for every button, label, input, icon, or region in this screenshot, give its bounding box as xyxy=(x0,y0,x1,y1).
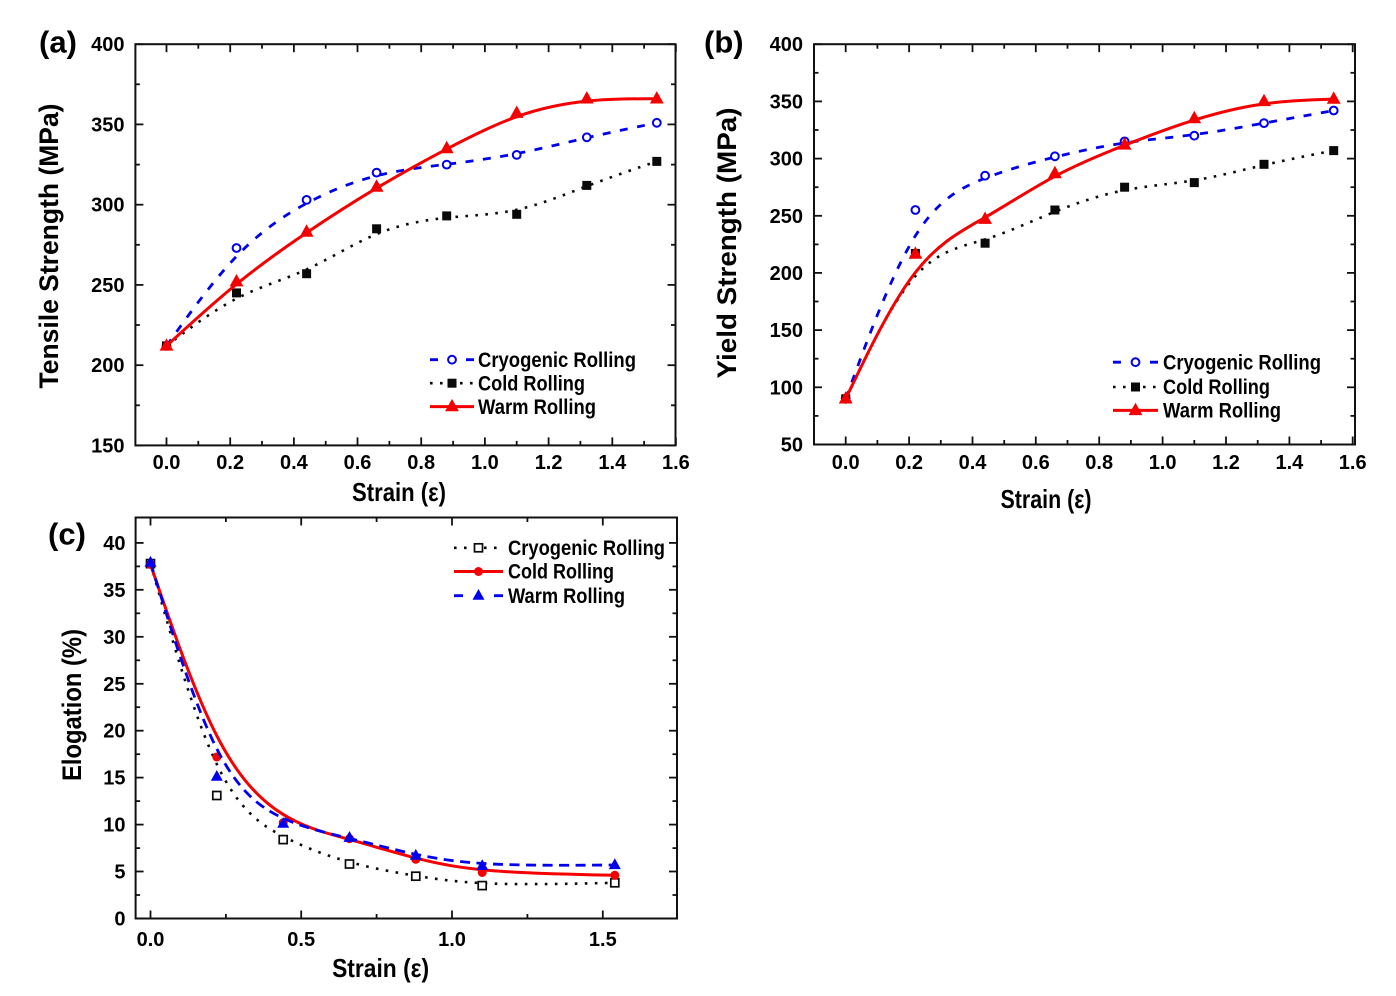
svg-text:Yield Strength (MPa): Yield Strength (MPa) xyxy=(712,108,742,379)
svg-text:25: 25 xyxy=(103,674,125,696)
svg-text:30: 30 xyxy=(103,627,125,649)
svg-text:Cryogenic Rolling: Cryogenic Rolling xyxy=(1163,352,1321,375)
svg-text:150: 150 xyxy=(91,435,124,457)
svg-text:0.2: 0.2 xyxy=(216,452,244,474)
svg-text:Cryogenic Rolling: Cryogenic Rolling xyxy=(508,537,665,560)
svg-text:40: 40 xyxy=(103,533,125,555)
svg-text:1.0: 1.0 xyxy=(438,929,466,951)
svg-text:300: 300 xyxy=(770,149,803,171)
svg-text:0.5: 0.5 xyxy=(287,929,315,951)
svg-text:1.4: 1.4 xyxy=(598,452,627,474)
svg-text:400: 400 xyxy=(770,34,803,56)
svg-text:15: 15 xyxy=(103,768,125,790)
svg-text:250: 250 xyxy=(770,206,803,228)
svg-text:50: 50 xyxy=(781,435,803,457)
svg-text:1.6: 1.6 xyxy=(1339,452,1367,474)
svg-text:1.4: 1.4 xyxy=(1275,452,1304,474)
svg-text:Tensile Strength (MPa): Tensile Strength (MPa) xyxy=(34,104,64,389)
svg-text:0.6: 0.6 xyxy=(344,452,372,474)
svg-text:10: 10 xyxy=(103,815,125,837)
svg-text:Warm Rolling: Warm Rolling xyxy=(508,585,625,608)
svg-text:150: 150 xyxy=(770,320,803,342)
svg-text:250: 250 xyxy=(91,275,124,297)
svg-text:Cold Rolling: Cold Rolling xyxy=(1163,376,1270,399)
svg-text:Cold Rolling: Cold Rolling xyxy=(478,373,585,396)
svg-text:350: 350 xyxy=(770,91,803,113)
svg-text:(c): (c) xyxy=(48,516,86,551)
svg-text:1.2: 1.2 xyxy=(535,452,563,474)
svg-text:(b): (b) xyxy=(704,24,744,59)
svg-text:Strain (ε): Strain (ε) xyxy=(352,477,446,507)
svg-text:400: 400 xyxy=(91,34,124,56)
svg-text:200: 200 xyxy=(770,263,803,285)
svg-text:Cryogenic Rolling: Cryogenic Rolling xyxy=(478,349,636,372)
svg-text:100: 100 xyxy=(770,377,803,399)
svg-text:0: 0 xyxy=(114,909,125,931)
svg-text:300: 300 xyxy=(91,195,124,217)
svg-text:Strain (ε): Strain (ε) xyxy=(332,953,429,983)
svg-text:0.8: 0.8 xyxy=(407,452,435,474)
svg-text:0.0: 0.0 xyxy=(153,452,181,474)
svg-text:1.6: 1.6 xyxy=(662,452,690,474)
svg-text:1.2: 1.2 xyxy=(1212,452,1240,474)
svg-text:Warm Rolling: Warm Rolling xyxy=(478,396,596,419)
svg-text:1.0: 1.0 xyxy=(1149,452,1177,474)
svg-text:20: 20 xyxy=(103,721,125,743)
svg-text:0.2: 0.2 xyxy=(895,452,923,474)
svg-text:0.0: 0.0 xyxy=(832,452,860,474)
svg-text:(a): (a) xyxy=(39,24,77,59)
svg-text:0.8: 0.8 xyxy=(1085,452,1113,474)
svg-text:350: 350 xyxy=(91,114,124,136)
svg-text:0.4: 0.4 xyxy=(959,452,988,474)
svg-text:Strain (ε): Strain (ε) xyxy=(1001,484,1092,514)
svg-text:0.4: 0.4 xyxy=(280,452,309,474)
svg-text:35: 35 xyxy=(103,580,125,602)
svg-text:0.0: 0.0 xyxy=(137,929,165,951)
svg-text:Cold Rolling: Cold Rolling xyxy=(508,561,614,584)
svg-text:1.0: 1.0 xyxy=(471,452,499,474)
svg-text:5: 5 xyxy=(114,862,125,884)
svg-text:200: 200 xyxy=(91,355,124,377)
svg-text:1.5: 1.5 xyxy=(589,929,617,951)
svg-text:Elogation (%): Elogation (%) xyxy=(57,629,87,781)
svg-text:0.6: 0.6 xyxy=(1022,452,1050,474)
svg-text:Warm Rolling: Warm Rolling xyxy=(1163,400,1281,423)
